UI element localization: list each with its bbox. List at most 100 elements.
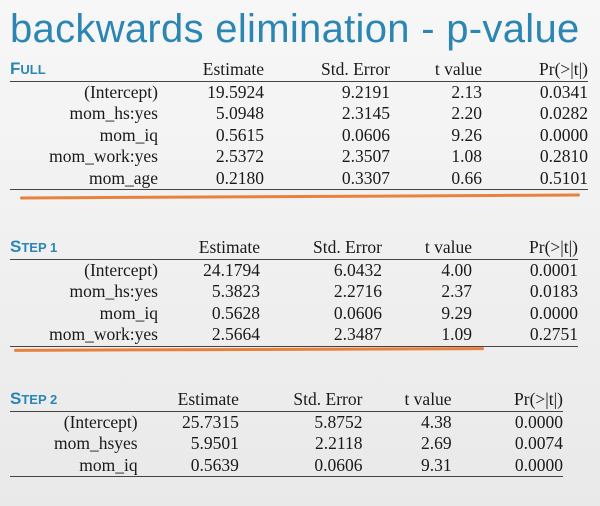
step-label: STEP 1 xyxy=(10,236,158,260)
cell-p-value: 0.2810 xyxy=(539,146,588,166)
row-label: mom_iq xyxy=(99,302,158,323)
cell-estimate: 5.3823 xyxy=(211,281,260,301)
cell-t-value: 0.66 xyxy=(390,167,482,190)
col-header-t-value: t value xyxy=(390,58,482,82)
cell-std-error: 0.3307 xyxy=(264,167,390,190)
cell-std-error: 2.3487 xyxy=(260,324,382,347)
cell-std-error: 0.0606 xyxy=(341,124,390,145)
cell-std-error: 0.0606 xyxy=(238,454,363,477)
step-label: STEP 2 xyxy=(10,388,138,412)
table-row: (Intercept) 24.1794 6.0432 4.00 0.0001 xyxy=(10,259,578,281)
cell-std-error: 9.2191 xyxy=(341,81,390,102)
cell-estimate: 5.9501 xyxy=(190,433,239,453)
col-header-estimate: Estimate xyxy=(158,58,264,82)
cell-t-value: 4.00 xyxy=(441,259,472,280)
table-row: (Intercept) 19.5924 9.2191 2.13 0.0341 xyxy=(10,81,588,103)
table-row: mom_iq 0.5628 0.0606 9.29 0.0000 xyxy=(10,303,578,325)
cell-p-value: 0.0000 xyxy=(539,124,588,145)
cell-estimate: 2.5372 xyxy=(215,146,264,166)
row-label: mom_hs:yes xyxy=(69,281,158,301)
row-label: (Intercept) xyxy=(84,259,158,280)
cell-estimate: 0.5628 xyxy=(211,302,260,323)
col-header-t-value: t value xyxy=(362,388,452,412)
cell-estimate: 25.7315 xyxy=(182,411,239,432)
cell-p-value: 0.0341 xyxy=(539,81,588,102)
cell-t-value: 9.26 xyxy=(451,124,482,145)
col-header-p-value: Pr(>|t|) xyxy=(482,58,588,82)
cell-p-value: 0.5101 xyxy=(482,167,588,190)
cell-p-value: 0.0183 xyxy=(529,281,578,301)
table-full-block: FULL Estimate Std. Error t value Pr(>|t|… xyxy=(10,58,588,200)
cell-std-error: 2.2716 xyxy=(333,281,382,301)
cell-std-error: 0.0606 xyxy=(333,302,382,323)
col-header-std-error: Std. Error xyxy=(264,58,390,82)
strikethrough-line xyxy=(19,193,581,200)
step-label-rest: TEP 2 xyxy=(21,392,58,407)
table-header-row: STEP 1 Estimate Std. Error t value Pr(>|… xyxy=(10,236,578,260)
cell-std-error: 5.8752 xyxy=(314,411,363,432)
cell-estimate: 0.5639 xyxy=(137,454,239,477)
cell-t-value: 1.09 xyxy=(382,324,472,347)
col-header-t-value: t value xyxy=(382,236,472,260)
table-step2-block: STEP 2 Estimate Std. Error t value Pr(>|… xyxy=(10,388,563,477)
table-row: mom_hs:yes 5.3823 2.2716 2.37 0.0183 xyxy=(10,281,578,303)
cell-estimate: 5.0948 xyxy=(215,103,264,123)
cell-t-value: 2.20 xyxy=(451,103,482,123)
regression-table-full: FULL Estimate Std. Error t value Pr(>|t|… xyxy=(10,58,588,190)
cell-p-value: 0.0000 xyxy=(529,302,578,323)
step-label-rest: ULL xyxy=(20,62,46,77)
cell-p-value: 0.0074 xyxy=(514,433,563,453)
table-row: (Intercept) 25.7315 5.8752 4.38 0.0000 xyxy=(10,411,563,433)
col-header-p-value: Pr(>|t|) xyxy=(472,236,578,260)
table-step1-block: STEP 1 Estimate Std. Error t value Pr(>|… xyxy=(10,236,578,352)
cell-p-value: 0.0000 xyxy=(514,411,563,432)
row-label: mom_hs:yes xyxy=(69,103,158,123)
row-label: (Intercept) xyxy=(63,411,138,432)
slide-title: backwards elimination - p-value xyxy=(10,7,580,51)
table-row: mom_iq 0.5615 0.0606 9.26 0.0000 xyxy=(10,125,588,147)
cell-t-value: 2.13 xyxy=(451,81,482,102)
cell-t-value: 4.38 xyxy=(420,411,452,432)
step-label: FULL xyxy=(10,58,158,82)
cell-std-error: 2.3145 xyxy=(341,103,390,123)
table-row-eliminated: mom_work:yes 2.5664 2.3487 1.09 0.2751 xyxy=(10,324,578,347)
col-header-std-error: Std. Error xyxy=(260,236,382,260)
strikethrough-line xyxy=(13,347,485,352)
cell-p-value: 0.0001 xyxy=(529,259,578,280)
row-label: mom_hsyes xyxy=(53,433,138,453)
cell-estimate: 24.1794 xyxy=(203,259,260,280)
col-header-p-value: Pr(>|t|) xyxy=(451,388,563,412)
cell-t-value: 2.37 xyxy=(441,281,472,301)
table-row-eliminated: mom_age 0.2180 0.3307 0.66 0.5101 xyxy=(10,167,588,190)
col-header-estimate: Estimate xyxy=(158,236,260,260)
cell-estimate: 0.5615 xyxy=(215,124,264,145)
step-label-first: S xyxy=(10,389,22,408)
cell-estimate: 0.2180 xyxy=(158,167,264,190)
table-header-row: FULL Estimate Std. Error t value Pr(>|t|… xyxy=(10,58,588,82)
cell-t-value: 9.29 xyxy=(441,302,472,323)
step-label-rest: TEP 1 xyxy=(21,240,58,255)
table-row: mom_hs:yes 5.0948 2.3145 2.20 0.0282 xyxy=(10,103,588,125)
cell-t-value: 1.08 xyxy=(451,146,482,166)
regression-table-step2: STEP 2 Estimate Std. Error t value Pr(>|… xyxy=(10,388,563,477)
cell-estimate: 19.5924 xyxy=(207,81,264,102)
cell-t-value: 9.31 xyxy=(362,454,452,477)
table-row: mom_iq 0.5639 0.0606 9.31 0.0000 xyxy=(10,454,563,477)
col-header-std-error: Std. Error xyxy=(238,388,363,412)
row-label: mom_iq xyxy=(10,454,138,477)
step-label-first: F xyxy=(10,59,21,78)
regression-table-step1: STEP 1 Estimate Std. Error t value Pr(>|… xyxy=(10,236,578,347)
row-label: (Intercept) xyxy=(84,81,158,102)
row-label: mom_iq xyxy=(99,124,158,145)
table-row: mom_work:yes 2.5372 2.3507 1.08 0.2810 xyxy=(10,146,588,168)
row-label: mom_age xyxy=(10,167,158,190)
col-header-estimate: Estimate xyxy=(137,388,239,412)
cell-p-value: 0.0000 xyxy=(451,454,563,477)
cell-p-value: 0.0282 xyxy=(539,103,588,123)
cell-p-value: 0.2751 xyxy=(472,324,578,347)
table-header-row: STEP 2 Estimate Std. Error t value Pr(>|… xyxy=(10,388,563,412)
table-row: mom_hsyes 5.9501 2.2118 2.69 0.0074 xyxy=(10,433,563,455)
cell-std-error: 2.3507 xyxy=(341,146,390,166)
step-label-first: S xyxy=(10,237,22,256)
cell-std-error: 2.2118 xyxy=(314,433,363,453)
